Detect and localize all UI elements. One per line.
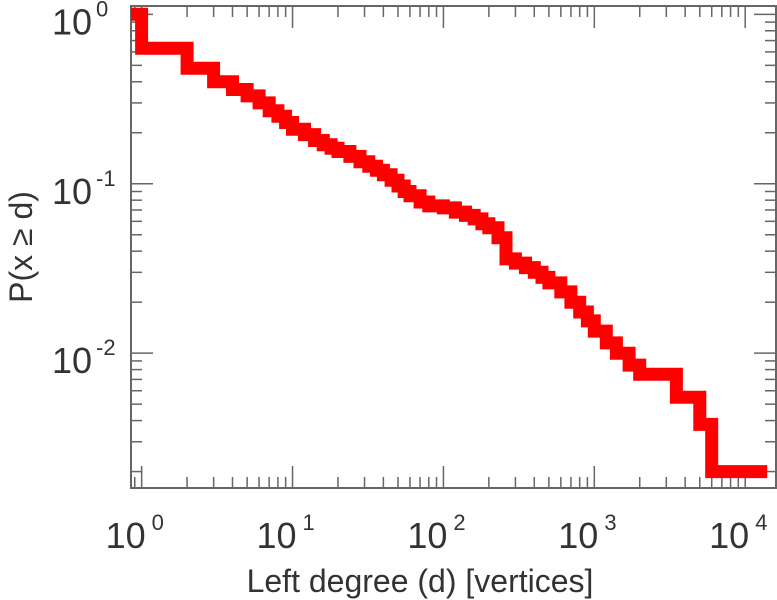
x-tick-exponent: 1 <box>303 510 315 535</box>
y-tick-label: 10 -2 <box>52 335 116 381</box>
y-tick-base: 10 <box>52 340 92 381</box>
x-tick-label: 10 4 <box>709 510 767 556</box>
y-tick-exponent: -2 <box>96 335 116 360</box>
x-tick-base: 10 <box>558 515 598 556</box>
x-tick-exponent: 0 <box>152 510 164 535</box>
y-axis-title: P(x ≥ d) <box>3 191 39 303</box>
x-tick-label: 10 2 <box>407 510 465 556</box>
x-tick-label: 10 3 <box>558 510 616 556</box>
x-tick-exponent: 3 <box>604 510 616 535</box>
y-tick-exponent: -1 <box>96 166 116 191</box>
y-tick-base: 10 <box>52 171 92 212</box>
series-line <box>131 7 768 479</box>
x-tick-base: 10 <box>407 515 447 556</box>
x-tick-label: 10 1 <box>256 510 314 556</box>
x-axis-title: Left degree (d) [vertices] <box>247 563 594 599</box>
x-tick-exponent: 4 <box>755 510 767 535</box>
y-tick-label: 10 0 <box>52 0 108 42</box>
x-tick-exponent: 2 <box>453 510 465 535</box>
y-tick-exponent: 0 <box>96 0 108 21</box>
x-tick-label: 10 0 <box>106 510 164 556</box>
x-tick-base: 10 <box>106 515 146 556</box>
labels-layer: 10 0 10 1 10 2 10 3 10 410 010 -110 -2 <box>52 0 767 556</box>
series-layer <box>131 7 768 479</box>
y-tick-base: 10 <box>52 1 92 42</box>
y-tick-label: 10 -1 <box>52 166 116 212</box>
x-tick-base: 10 <box>256 515 296 556</box>
x-tick-base: 10 <box>709 515 749 556</box>
